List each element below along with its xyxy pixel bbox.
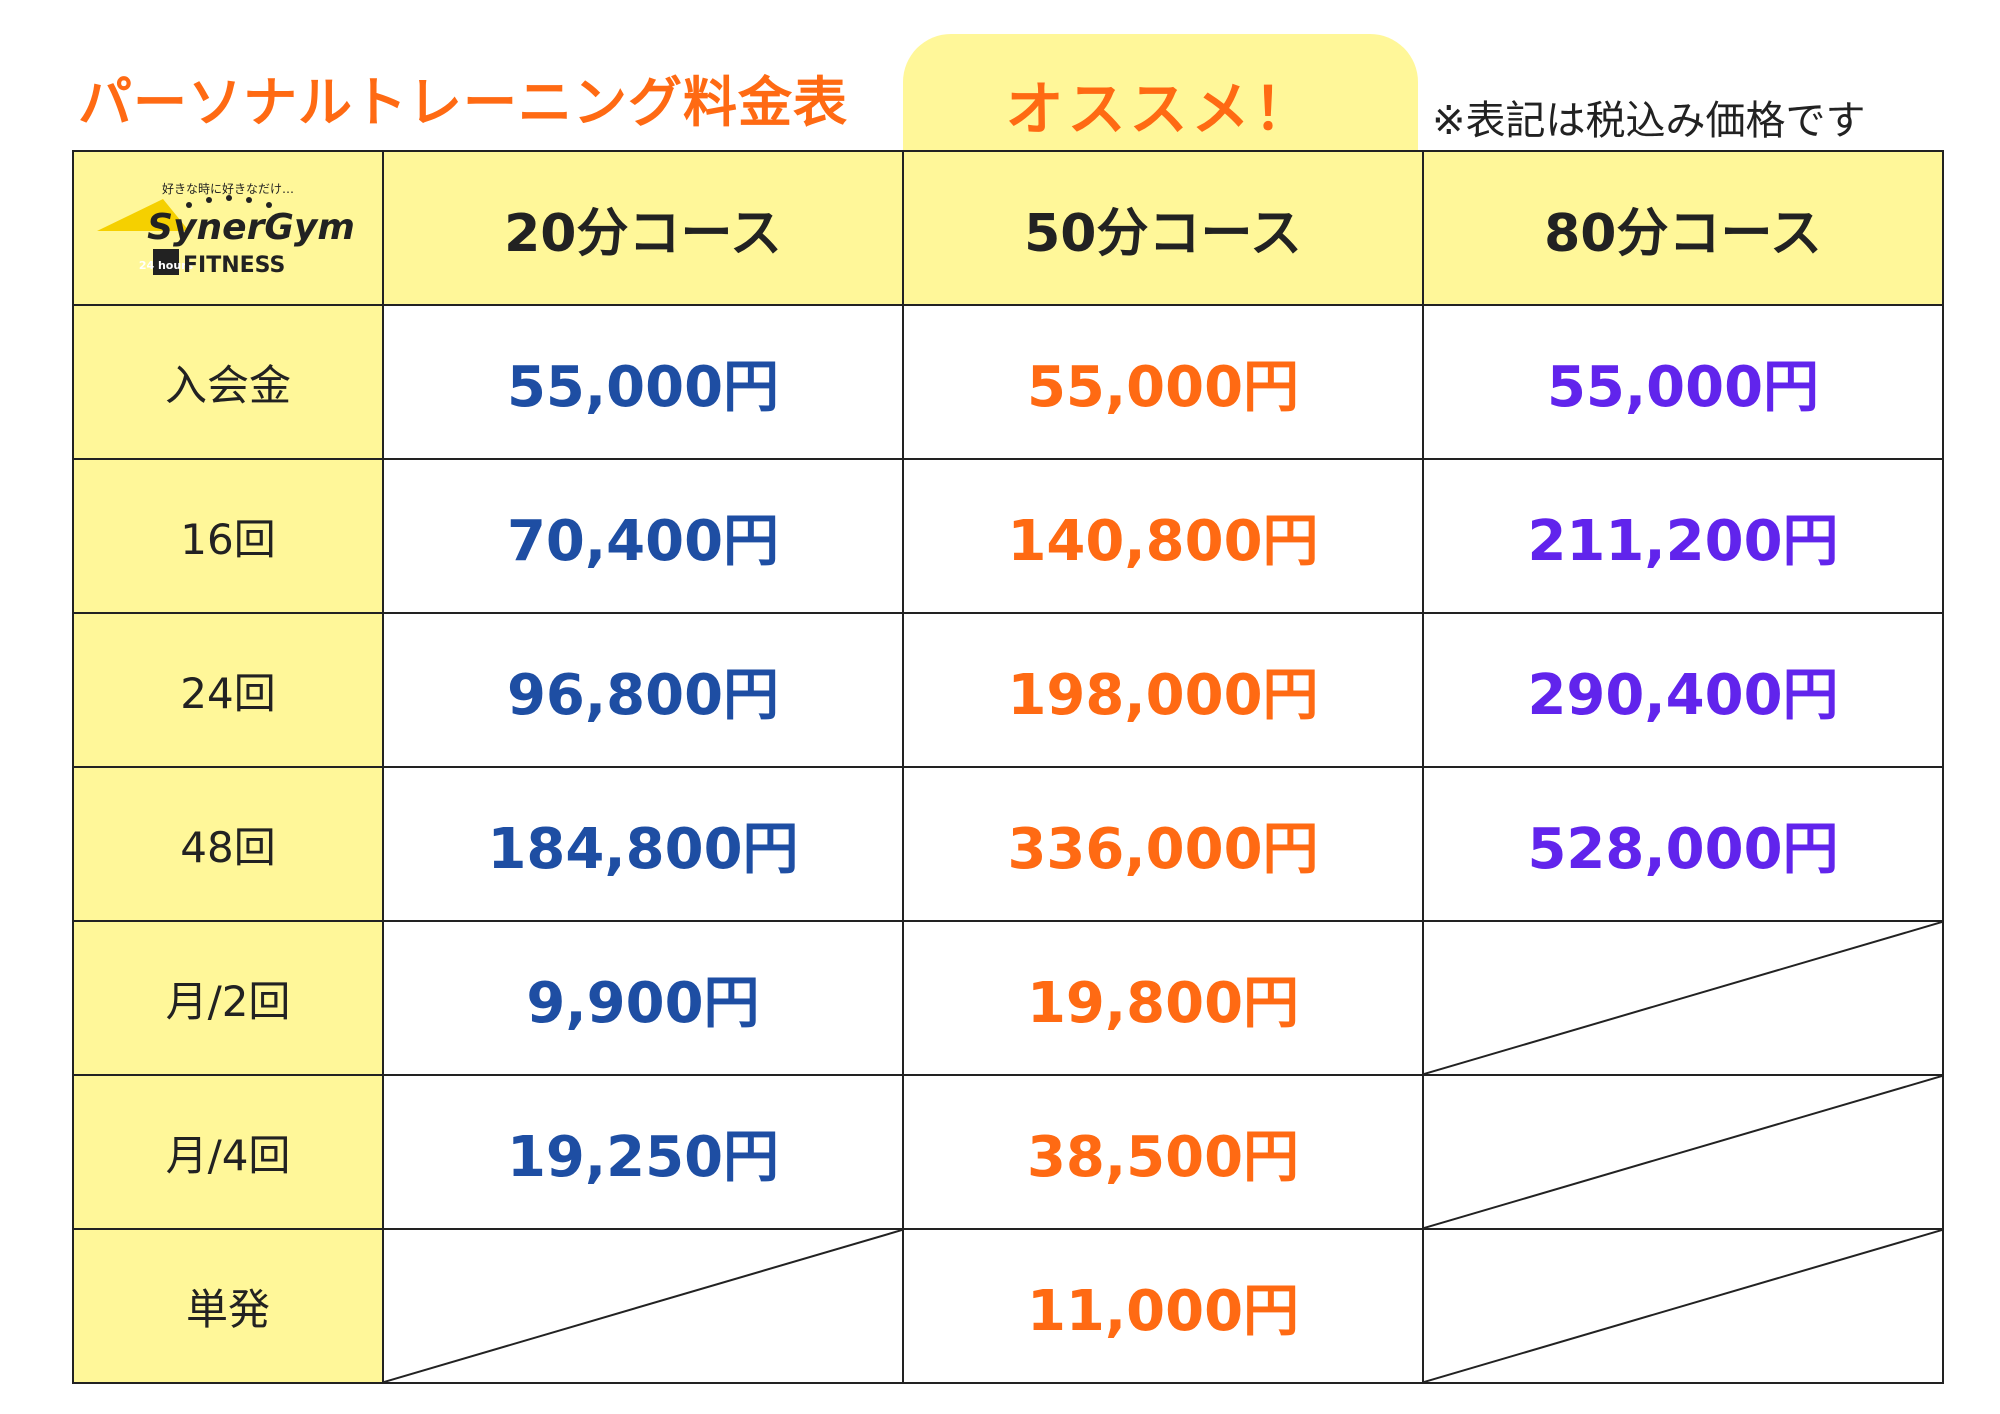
logo-name: SynerGym bbox=[147, 207, 355, 248]
table-header-row: 好きな時に好きなだけ… SynerGym 24 hours FITNESS 20… bbox=[72, 150, 1944, 306]
price-cell: 19,250円 bbox=[382, 1074, 904, 1230]
price-cell: 11,000円 bbox=[902, 1228, 1424, 1384]
logo-sub: FITNESS bbox=[183, 253, 285, 278]
diagonal-slash bbox=[384, 1230, 902, 1382]
table-row: 16回 70,400円 140,800円 211,200円 bbox=[72, 458, 1944, 614]
price-table: 好きな時に好きなだけ… SynerGym 24 hours FITNESS 20… bbox=[72, 150, 1944, 1384]
table-row: 月/4回 19,250円 38,500円 bbox=[72, 1074, 1944, 1230]
diagonal-slash bbox=[1424, 1230, 1942, 1382]
price-cell: 19,800円 bbox=[902, 920, 1424, 1076]
price-cell: 96,800円 bbox=[382, 612, 904, 768]
page-title: パーソナルトレーニング料金表 bbox=[78, 71, 848, 134]
price-cell: 528,000円 bbox=[1422, 766, 1944, 922]
empty-cell bbox=[1422, 1228, 1944, 1384]
recommend-tab bbox=[903, 34, 1418, 151]
price-cell: 55,000円 bbox=[1422, 304, 1944, 460]
synergym-logo: 好きな時に好きなだけ… SynerGym 24 hours FITNESS bbox=[93, 173, 363, 283]
price-cell: 184,800円 bbox=[382, 766, 904, 922]
logo-graphic: 好きな時に好きなだけ… SynerGym 24 hours FITNESS bbox=[97, 182, 355, 278]
table-row: 月/2回 9,900円 19,800円 bbox=[72, 920, 1944, 1076]
row-label: 単発 bbox=[72, 1228, 384, 1384]
logo-tagline: 好きな時に好きなだけ… bbox=[162, 182, 294, 196]
row-label: 16回 bbox=[72, 458, 384, 614]
empty-cell bbox=[1422, 1074, 1944, 1230]
recommend-label: オススメ！ bbox=[1005, 75, 1316, 143]
price-cell: 211,200円 bbox=[1422, 458, 1944, 614]
row-label: 24回 bbox=[72, 612, 384, 768]
row-label: 月/4回 bbox=[72, 1074, 384, 1230]
table-row: 48回 184,800円 336,000円 528,000円 bbox=[72, 766, 1944, 922]
course-header-50: 50分コース bbox=[902, 150, 1424, 306]
price-cell: 55,000円 bbox=[382, 304, 904, 460]
logo-cell: 好きな時に好きなだけ… SynerGym 24 hours FITNESS bbox=[72, 150, 384, 306]
price-cell: 198,000円 bbox=[902, 612, 1424, 768]
price-cell: 70,400円 bbox=[382, 458, 904, 614]
diagonal-slash bbox=[1424, 922, 1942, 1074]
price-cell: 55,000円 bbox=[902, 304, 1424, 460]
price-cell: 38,500円 bbox=[902, 1074, 1424, 1230]
price-cell: 290,400円 bbox=[1422, 612, 1944, 768]
row-label: 月/2回 bbox=[72, 920, 384, 1076]
course-header-20: 20分コース bbox=[382, 150, 904, 306]
price-cell: 140,800円 bbox=[902, 458, 1424, 614]
price-cell: 336,000円 bbox=[902, 766, 1424, 922]
empty-cell bbox=[382, 1228, 904, 1384]
table-row: 24回 96,800円 198,000円 290,400円 bbox=[72, 612, 1944, 768]
price-cell: 9,900円 bbox=[382, 920, 904, 1076]
diagonal-slash bbox=[1424, 1076, 1942, 1228]
row-label: 入会金 bbox=[72, 304, 384, 460]
logo-hours: 24 hours bbox=[139, 259, 194, 272]
tax-note: ※表記は税込み価格です bbox=[1432, 98, 1866, 144]
row-label: 48回 bbox=[72, 766, 384, 922]
table-row: 入会金 55,000円 55,000円 55,000円 bbox=[72, 304, 1944, 460]
course-header-80: 80分コース bbox=[1422, 150, 1944, 306]
empty-cell bbox=[1422, 920, 1944, 1076]
table-row: 単発 11,000円 bbox=[72, 1228, 1944, 1384]
